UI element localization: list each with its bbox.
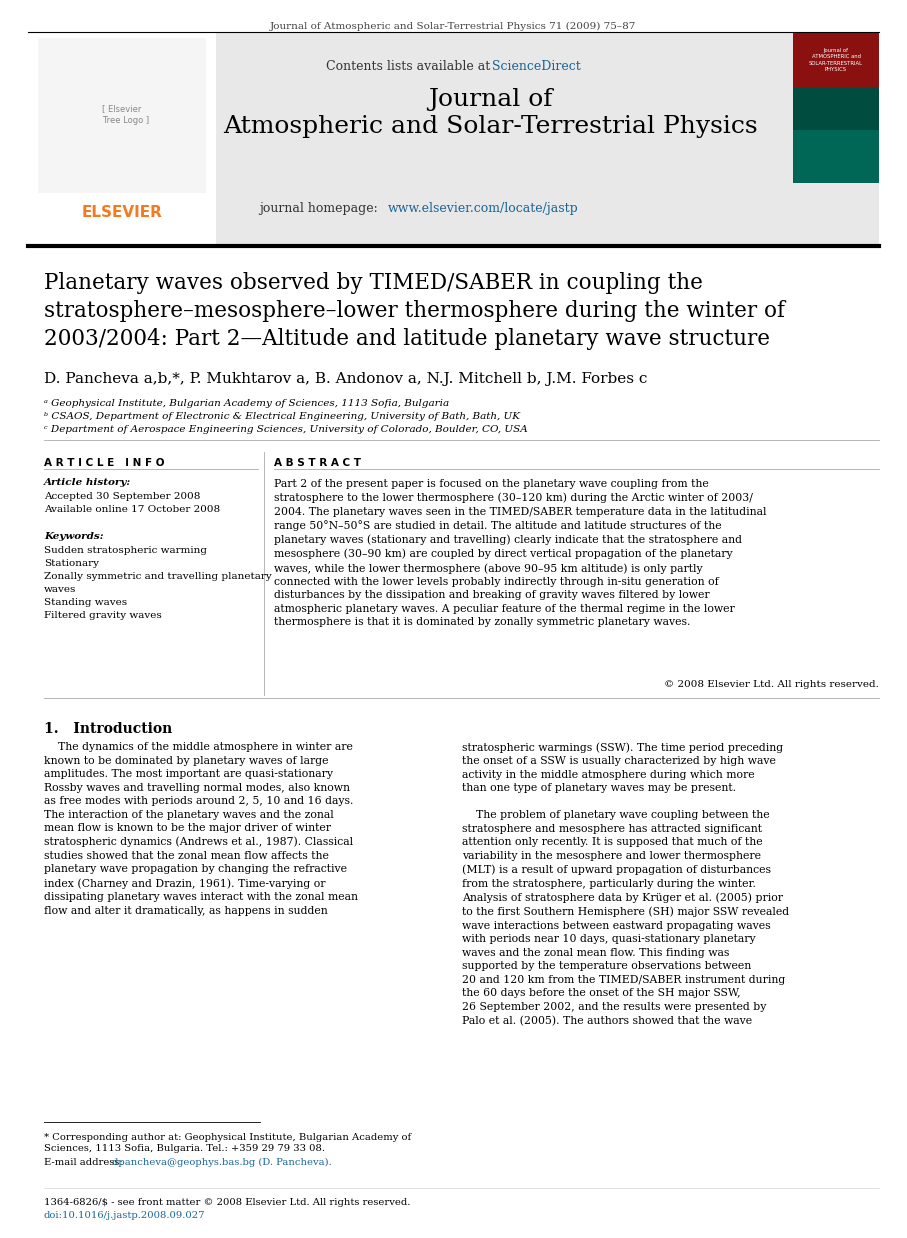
Text: A R T I C L E   I N F O: A R T I C L E I N F O — [44, 458, 164, 468]
Text: ScienceDirect: ScienceDirect — [492, 59, 580, 73]
Text: Contents lists available at: Contents lists available at — [326, 59, 490, 73]
Text: Journal of Atmospheric and Solar-Terrestrial Physics 71 (2009) 75–87: Journal of Atmospheric and Solar-Terrest… — [269, 22, 636, 31]
Text: Atmospheric and Solar-Terrestrial Physics: Atmospheric and Solar-Terrestrial Physic… — [223, 115, 757, 137]
Bar — [793, 130, 879, 183]
Text: © 2008 Elsevier Ltd. All rights reserved.: © 2008 Elsevier Ltd. All rights reserved… — [664, 680, 879, 690]
Text: Keywords:: Keywords: — [44, 532, 103, 541]
Text: Standing waves: Standing waves — [44, 598, 127, 607]
Text: Journal of
ATMOSPHERIC and
SOLAR-TERRESTRIAL
PHYSICS: Journal of ATMOSPHERIC and SOLAR-TERREST… — [809, 48, 863, 72]
Text: dpancheva@geophys.bas.bg (D. Pancheva).: dpancheva@geophys.bas.bg (D. Pancheva). — [112, 1158, 332, 1167]
Bar — [28, 33, 879, 245]
Text: waves: waves — [44, 586, 76, 594]
Text: Planetary waves observed by TIMED/SABER in coupling the
stratosphere–mesosphere–: Planetary waves observed by TIMED/SABER … — [44, 272, 785, 350]
Text: www.elsevier.com/locate/jastp: www.elsevier.com/locate/jastp — [388, 202, 579, 215]
Bar — [793, 33, 879, 88]
Text: stratospheric warmings (SSW). The time period preceding
the onset of a SSW is us: stratospheric warmings (SSW). The time p… — [462, 742, 789, 1026]
Text: [ Elsevier
   Tree Logo ]: [ Elsevier Tree Logo ] — [95, 104, 149, 125]
Text: Accepted 30 September 2008: Accepted 30 September 2008 — [44, 491, 200, 501]
Text: Zonally symmetric and travelling planetary: Zonally symmetric and travelling planeta… — [44, 572, 272, 581]
Text: journal homepage:: journal homepage: — [259, 202, 386, 215]
Text: E-mail address:: E-mail address: — [44, 1158, 126, 1167]
Text: ELSEVIER: ELSEVIER — [82, 206, 162, 220]
Text: Available online 17 October 2008: Available online 17 October 2008 — [44, 505, 220, 514]
Text: Filtered gravity waves: Filtered gravity waves — [44, 612, 161, 620]
Bar — [28, 33, 216, 245]
Text: * Corresponding author at: Geophysical Institute, Bulgarian Academy of
Sciences,: * Corresponding author at: Geophysical I… — [44, 1133, 411, 1154]
Text: D. Pancheva a,b,*, P. Mukhtarov a, B. Andonov a, N.J. Mitchell b, J.M. Forbes c: D. Pancheva a,b,*, P. Mukhtarov a, B. An… — [44, 371, 648, 386]
Bar — [793, 88, 879, 183]
Bar — [793, 33, 879, 183]
Text: Journal of: Journal of — [428, 88, 552, 111]
Text: 1.   Introduction: 1. Introduction — [44, 722, 172, 737]
Bar — [38, 38, 206, 193]
Text: Sudden stratospheric warming: Sudden stratospheric warming — [44, 546, 207, 555]
Text: 1364-6826/$ - see front matter © 2008 Elsevier Ltd. All rights reserved.: 1364-6826/$ - see front matter © 2008 El… — [44, 1198, 410, 1207]
Text: ᵇ CSAOS, Department of Electronic & Electrical Engineering, University of Bath, : ᵇ CSAOS, Department of Electronic & Elec… — [44, 412, 520, 421]
Text: ᶜ Department of Aerospace Engineering Sciences, University of Colorado, Boulder,: ᶜ Department of Aerospace Engineering Sc… — [44, 425, 528, 435]
Text: A B S T R A C T: A B S T R A C T — [274, 458, 361, 468]
Text: doi:10.1016/j.jastp.2008.09.027: doi:10.1016/j.jastp.2008.09.027 — [44, 1211, 206, 1219]
Text: The dynamics of the middle atmosphere in winter are
known to be dominated by pla: The dynamics of the middle atmosphere in… — [44, 742, 358, 916]
Text: Stationary: Stationary — [44, 560, 99, 568]
Text: ᵃ Geophysical Institute, Bulgarian Academy of Sciences, 1113 Sofia, Bulgaria: ᵃ Geophysical Institute, Bulgarian Acade… — [44, 399, 449, 409]
Text: Part 2 of the present paper is focused on the planetary wave coupling from the
s: Part 2 of the present paper is focused o… — [274, 479, 766, 626]
Text: Article history:: Article history: — [44, 478, 132, 487]
